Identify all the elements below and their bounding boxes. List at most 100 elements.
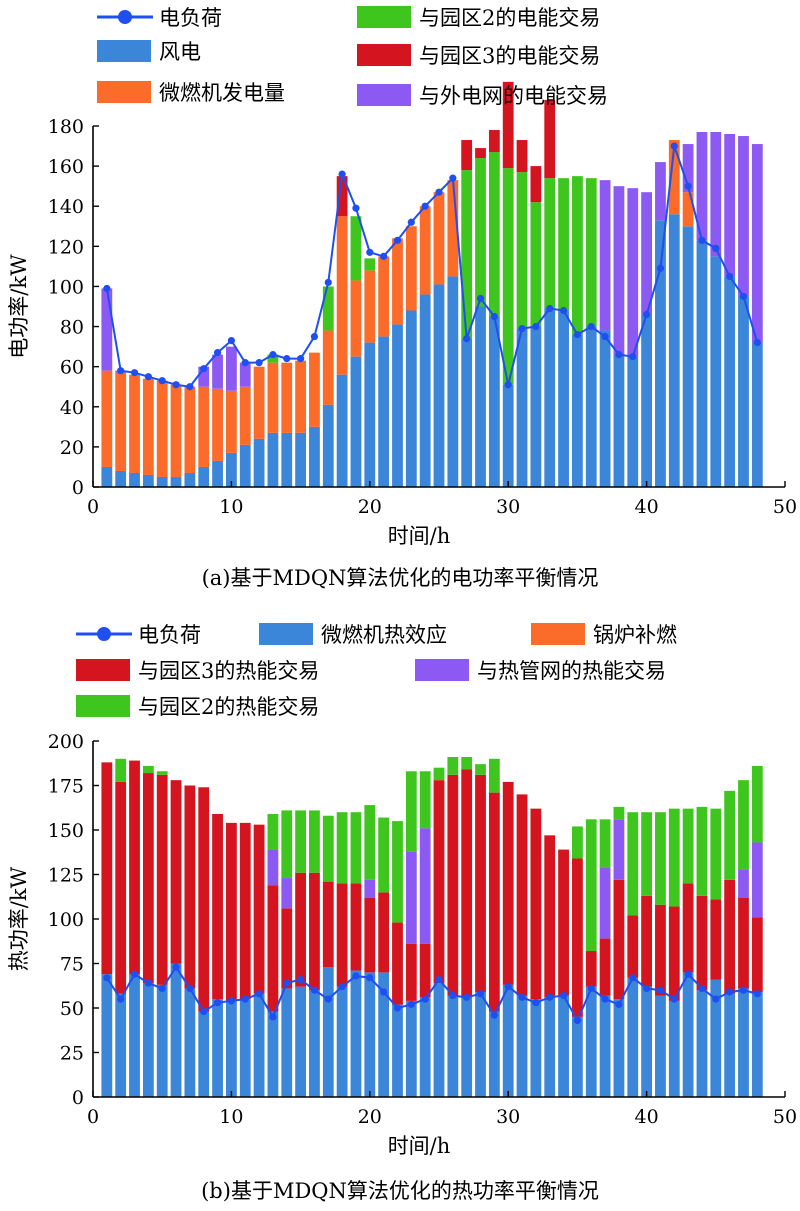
- bar-segment: [738, 780, 749, 870]
- load-point: [643, 310, 651, 319]
- legend-label: 微燃机发电量: [159, 81, 285, 105]
- bar-segment: [475, 991, 486, 1097]
- y-tick-label: 75: [60, 954, 84, 976]
- bar-segment: [212, 999, 223, 1097]
- y-tick-label: 180: [48, 116, 84, 138]
- bar-segment: [738, 988, 749, 1097]
- bar-segment: [572, 858, 583, 1017]
- bar-segment: [378, 892, 390, 973]
- bar-segment: [129, 974, 140, 1097]
- legend-marker: [118, 10, 132, 24]
- bar-segment: [322, 815, 334, 882]
- bar-segment: [405, 1000, 417, 1097]
- bar-segment: [405, 851, 417, 944]
- load-point: [213, 999, 222, 1007]
- bar-segment: [364, 805, 376, 880]
- bar-segment: [309, 352, 320, 427]
- bar-segment: [281, 988, 293, 1097]
- bar-segment: [751, 342, 763, 487]
- bar-segment: [253, 824, 265, 994]
- load-point: [130, 369, 139, 377]
- load-point: [449, 991, 457, 1000]
- legend-swatch: [415, 659, 469, 681]
- bar-segment: [419, 943, 431, 998]
- bar-segment: [544, 308, 556, 487]
- bar-segment: [572, 176, 583, 335]
- bar-segment: [405, 310, 417, 487]
- bar-segment: [198, 466, 210, 487]
- bar-segment: [184, 386, 196, 473]
- bar-segment: [516, 995, 528, 1097]
- bar-segment: [627, 812, 639, 916]
- load-point: [172, 381, 180, 389]
- bar-segment: [558, 310, 569, 487]
- load-point: [490, 1011, 498, 1019]
- x-tick-label: 20: [358, 1106, 382, 1128]
- bar-segment: [738, 869, 749, 898]
- y-tick-label: 120: [48, 236, 84, 258]
- load-point: [200, 365, 208, 373]
- x-tick-label: 40: [635, 496, 659, 518]
- bar-segment: [281, 878, 293, 909]
- bar-segment: [170, 963, 182, 1097]
- bar-segment: [212, 460, 223, 487]
- y-tick-label: 0: [72, 1087, 84, 1109]
- bar-segment: [475, 148, 486, 159]
- bar-segment: [447, 180, 459, 277]
- bar-segment: [322, 881, 334, 968]
- y-tick-label: 200: [48, 731, 84, 753]
- bar-segment: [682, 144, 694, 193]
- bar-segment: [655, 812, 666, 905]
- bar-segment: [156, 771, 168, 775]
- bar-segment: [710, 979, 722, 1097]
- y-tick-label: 140: [48, 196, 84, 218]
- bar-segment: [101, 974, 113, 1097]
- legend-swatch: [357, 84, 411, 106]
- load-point: [297, 355, 305, 363]
- bar-segment: [668, 140, 680, 215]
- load-point: [546, 304, 554, 313]
- bar-segment: [239, 386, 251, 445]
- bar-segment: [641, 986, 652, 1097]
- load-point: [698, 236, 706, 244]
- legend-label: 微燃机热效应: [321, 623, 447, 647]
- bar-segment: [239, 362, 251, 387]
- bar-segment: [170, 384, 182, 477]
- load-point: [601, 995, 609, 1003]
- bar-segment: [461, 140, 473, 171]
- load-point: [615, 1000, 623, 1009]
- load-point: [739, 292, 748, 301]
- legend-label: 与外电网的电能交易: [419, 84, 608, 108]
- bar-segment: [378, 817, 390, 893]
- bar-segment: [488, 792, 500, 1012]
- x-axis-label: 时间/h: [388, 1134, 451, 1158]
- load-point: [186, 383, 194, 391]
- bar-segment: [613, 354, 625, 487]
- y-axis-label: 热功率/kW: [7, 866, 31, 971]
- bar-segment: [530, 808, 542, 1000]
- bar-segment: [655, 904, 666, 996]
- load-point: [656, 264, 665, 272]
- bar-segment: [544, 99, 556, 179]
- bar-segment: [516, 328, 528, 487]
- bar-segment: [419, 294, 431, 487]
- bar-segment: [170, 780, 182, 964]
- bar-segment: [627, 977, 639, 1097]
- bar-segment: [668, 1000, 680, 1097]
- bar-segment: [309, 872, 320, 991]
- bar-segment: [267, 362, 279, 433]
- bar-segment: [322, 967, 334, 1097]
- bar-segment: [710, 808, 722, 900]
- bar-segment: [419, 997, 431, 1097]
- bar-segment: [558, 178, 569, 311]
- bar-segment: [724, 879, 736, 994]
- x-tick-label: 20: [358, 496, 382, 518]
- load-point: [435, 975, 443, 984]
- bar-segment: [655, 995, 666, 1097]
- bar-segment: [267, 885, 279, 1012]
- x-tick-label: 50: [773, 1106, 797, 1128]
- load-point: [532, 999, 540, 1007]
- bar-segment: [488, 316, 500, 487]
- load-point: [269, 1013, 277, 1021]
- bar-segment: [156, 476, 168, 487]
